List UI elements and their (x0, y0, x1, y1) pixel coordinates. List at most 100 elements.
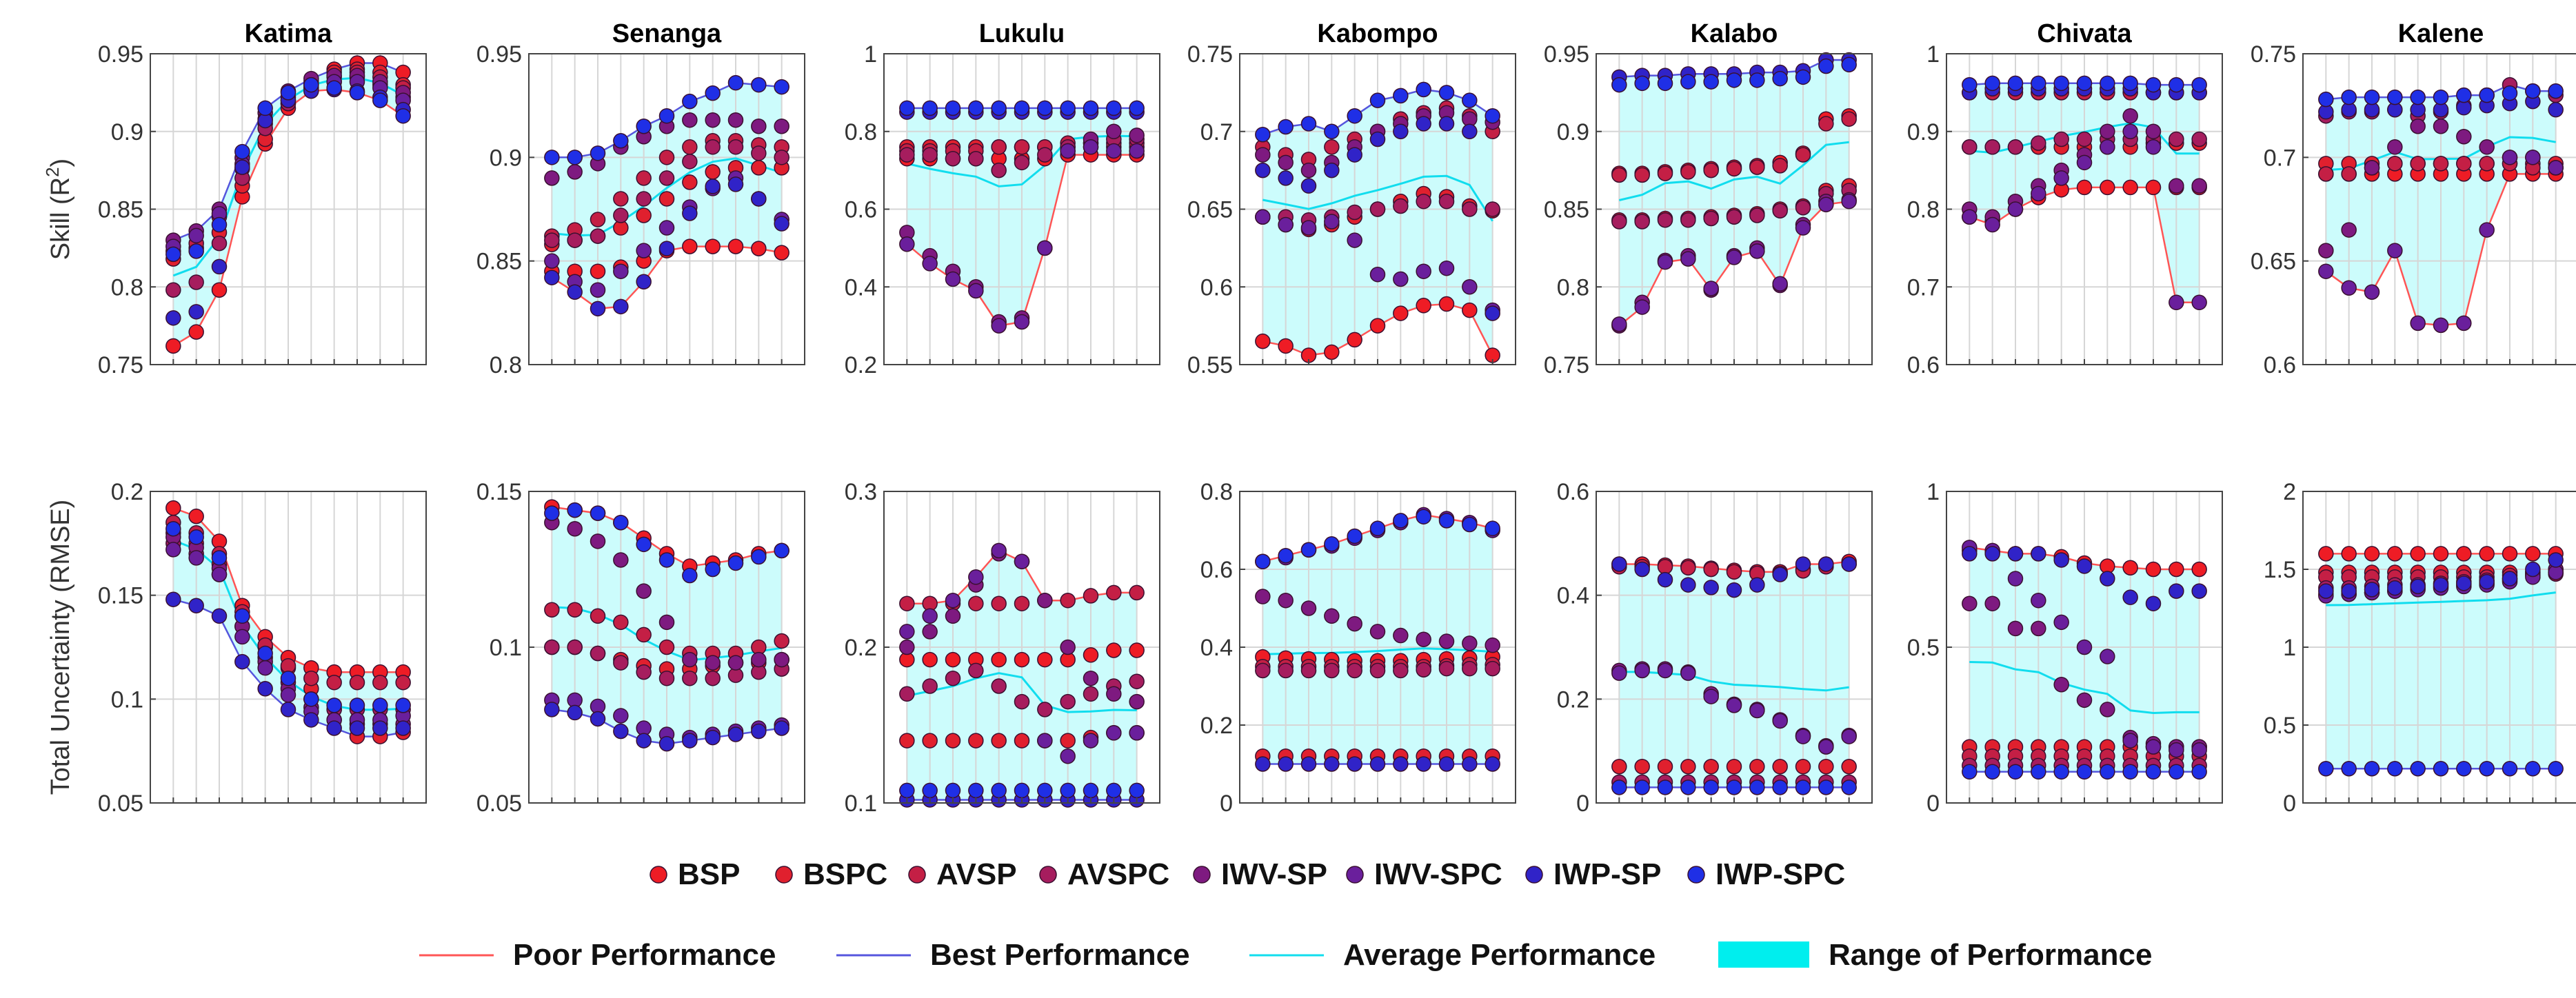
marker-bspc (1772, 759, 1788, 775)
marker-avspc (1438, 660, 1455, 677)
marker-bsp (1393, 305, 1409, 321)
marker-bsp (682, 238, 698, 254)
marker-iwv-sp (567, 164, 583, 180)
marker-iwp-spc (395, 108, 411, 124)
marker-iwp-sp (1324, 756, 1340, 772)
average-performance-line (1262, 647, 1493, 655)
marker-iwp-sp (326, 720, 342, 736)
marker-iwv-spc (2456, 315, 2472, 332)
marker-iwp-sp (658, 735, 675, 752)
marker-iwp-spc (2318, 761, 2334, 777)
marker-avsp (1703, 162, 1719, 179)
marker-avsp (1772, 158, 1788, 174)
marker-avsp (1014, 139, 1030, 155)
marker-avsp (2341, 166, 2357, 182)
marker-bspc (1657, 759, 1673, 775)
marker-bsp (1106, 642, 1122, 658)
marker-iwv-sp (1984, 595, 2000, 611)
marker-avsp (1657, 165, 1673, 181)
legend-marker-bsp (650, 866, 667, 884)
panel-title: Kabompo (1317, 19, 1438, 48)
marker-iwp-spc (727, 74, 744, 91)
marker-iwp-spc (1416, 509, 1431, 525)
marker-avsp (1083, 588, 1099, 604)
y-tick-label: 0.2 (845, 352, 877, 378)
marker-bsp (165, 500, 181, 516)
marker-iwv-spc (1083, 733, 1099, 748)
marker-bsp (165, 338, 181, 354)
legend-label-line-0: Poor Performance (513, 938, 776, 972)
marker-iwv-sp (705, 655, 721, 671)
marker-bsp (2479, 546, 2495, 562)
marker-iwv-sp (1255, 589, 1271, 604)
marker-iwv-spc (1726, 250, 1742, 265)
marker-bsp (1438, 296, 1455, 312)
marker-iwv-sp (682, 651, 698, 668)
marker-iwv-spc (1611, 316, 1627, 332)
marker-iwv-sp (2479, 139, 2495, 155)
marker-iwp-sp (1324, 162, 1340, 179)
marker-avsp (2387, 156, 2403, 172)
marker-bsp (2100, 179, 2115, 196)
marker-iwp-sp (544, 269, 560, 285)
marker-iwp-sp (280, 702, 296, 717)
marker-avspc (2076, 131, 2093, 147)
marker-iwp-spc (544, 150, 560, 165)
average-performance-line (2326, 591, 2556, 607)
marker-avspc (991, 678, 1007, 694)
marker-iwp-sp (2525, 561, 2541, 578)
marker-iwp-spc (567, 502, 583, 518)
panel-title: Kalene (2398, 19, 2484, 48)
marker-iwp-spc (1634, 75, 1650, 92)
marker-iwv-sp (2031, 620, 2046, 637)
panel-0-3: 0.55 0.6 0.65 0.7 0.75 Kabompo (1187, 19, 1516, 378)
marker-iwv-sp (682, 112, 698, 128)
marker-avsp (2456, 156, 2472, 172)
marker-iwv-spc (2502, 150, 2518, 165)
marker-iwp-sp (682, 733, 698, 748)
panel-1-6: 0 0.5 1 1.5 2 (2264, 479, 2576, 817)
marker-bsp (2433, 546, 2449, 562)
marker-iwp-sp (1416, 756, 1431, 772)
marker-iwp-sp (1255, 162, 1271, 179)
marker-iwv-spc (1462, 279, 1478, 295)
marker-iwv-sp (1129, 693, 1145, 710)
marker-iwv-spc (1037, 733, 1053, 748)
marker-iwp-sp (636, 274, 652, 289)
marker-bspc (968, 733, 984, 748)
marker-iwp-sp (211, 258, 228, 275)
marker-iwp-sp (590, 301, 606, 317)
marker-iwp-spc (2191, 764, 2207, 780)
marker-avspc (1255, 662, 1271, 679)
marker-iwv-spc (2145, 739, 2162, 755)
marker-iwv-spc (2007, 571, 2024, 587)
marker-iwp-sp (2548, 101, 2564, 118)
marker-avsp (590, 212, 606, 227)
marker-iwp-spc (1324, 123, 1340, 139)
marker-iwp-spc (1369, 520, 1386, 536)
y-tick-label: 0.15 (98, 583, 143, 609)
marker-iwp-sp (1984, 546, 2000, 562)
marker-avsp (1611, 167, 1627, 183)
marker-iwv-spc (1278, 216, 1294, 233)
marker-avspc (211, 235, 228, 252)
marker-avsp (1726, 564, 1742, 580)
marker-iwp-sp (590, 711, 606, 727)
marker-iwv-spc (1818, 196, 1834, 212)
panel-title: Senanga (612, 19, 722, 48)
marker-bsp (1278, 338, 1294, 354)
marker-iwp-sp (636, 733, 652, 748)
y-tick-label: 0.9 (1557, 119, 1589, 145)
y-tick-label: 0.55 (1187, 352, 1233, 378)
marker-iwp-spc (899, 100, 915, 116)
marker-iwv-sp (658, 614, 675, 631)
legend-marker-iwv-sp (1193, 866, 1211, 884)
legend-label-avsp: AVSP (936, 857, 1017, 891)
marker-iwp-sp (658, 241, 675, 256)
marker-iwp-spc (705, 561, 721, 578)
marker-iwp-spc (945, 782, 961, 799)
y-tick-label: 0.6 (1200, 274, 1233, 301)
marker-iwv-spc (2031, 592, 2046, 609)
marker-iwp-sp (188, 598, 204, 613)
marker-bspc (705, 164, 721, 180)
